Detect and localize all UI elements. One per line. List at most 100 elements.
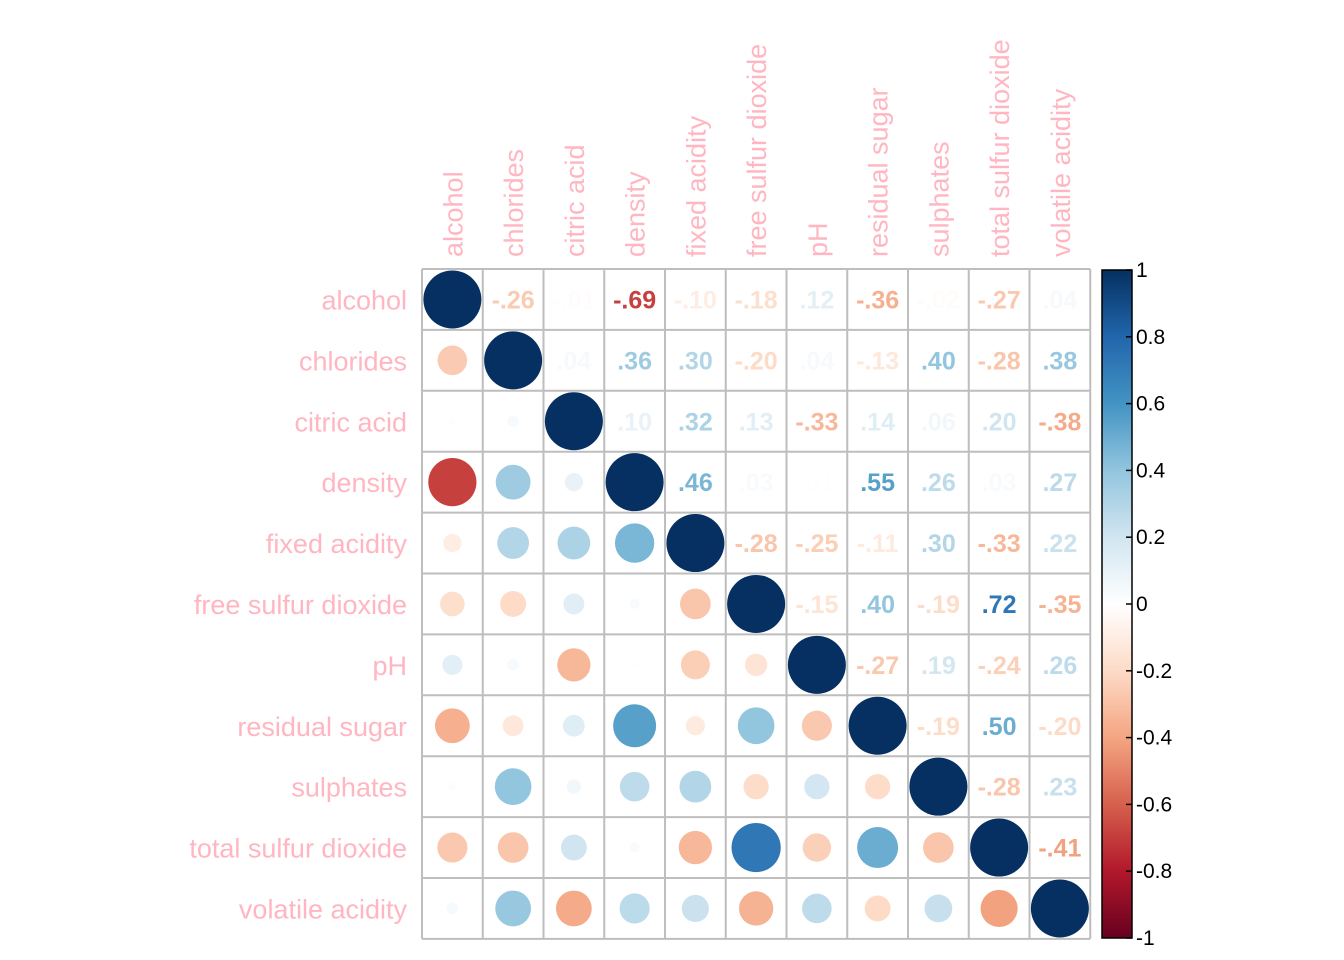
corr-circle [497, 832, 529, 863]
corr-circle [497, 527, 530, 559]
corr-circle [563, 714, 585, 737]
corr-value-label: .10 [617, 408, 652, 436]
column-label: residual sugar [864, 87, 894, 257]
corr-value-label: -.28 [978, 774, 1021, 802]
corr-circle [442, 654, 463, 675]
corr-circle [787, 635, 846, 694]
corr-circle [500, 590, 527, 617]
corr-value-label: -.33 [978, 530, 1021, 558]
colorbar-tick-label: 0.8 [1136, 326, 1165, 349]
corr-value-label: -.69 [613, 286, 656, 314]
corr-circle [544, 392, 603, 451]
corr-value-label: -.24 [978, 652, 1021, 680]
corr-circle [605, 453, 664, 512]
corr-value-label: -.10 [674, 286, 717, 314]
row-labels: alcohol chlorides citric acid density fixed … [189, 285, 407, 924]
row-label: chlorides [299, 346, 407, 376]
corr-value-label: -.15 [795, 591, 838, 619]
corr-circle [923, 832, 954, 863]
corr-value-label: -.27 [856, 652, 899, 680]
corr-circle [924, 894, 953, 923]
corr-value-label: .12 [799, 286, 834, 314]
corr-value-label: -.33 [795, 408, 838, 436]
corr-circle [423, 270, 482, 329]
corr-value-label: -.01 [552, 286, 595, 314]
corr-circle [437, 345, 468, 376]
column-label: chlorides [499, 149, 529, 257]
corr-value-label: -.25 [795, 530, 838, 558]
corr-circle [680, 588, 711, 620]
corr-value-label: .26 [921, 469, 956, 497]
corr-circle [970, 818, 1029, 877]
column-label: volatile acidity [1046, 88, 1076, 257]
colorbar-tick-label: 0.6 [1136, 393, 1165, 416]
corr-value-label: .27 [1042, 469, 1077, 497]
column-label: alcohol [438, 171, 468, 257]
corr-value-label: .03 [739, 469, 774, 497]
row-label: volatile acidity [239, 894, 408, 924]
corr-value-label: .50 [982, 713, 1017, 741]
corr-value-label: .03 [982, 469, 1017, 497]
corr-value-label: -.18 [735, 286, 778, 314]
corr-circle [909, 757, 968, 816]
corr-value-label: .06 [921, 408, 956, 436]
corr-circle [680, 650, 710, 680]
row-label: citric acid [294, 407, 407, 437]
row-label: alcohol [321, 285, 407, 315]
corr-circle [619, 893, 650, 924]
corr-circle [494, 768, 532, 805]
corr-value-label: -.20 [1038, 713, 1081, 741]
corr-circle [864, 895, 891, 922]
corr-value-label: -.27 [978, 286, 1021, 314]
corr-value-label: -.41 [1038, 835, 1081, 863]
column-label: free sulfur dioxide [742, 44, 772, 257]
colorbar-tick-label: -1 [1136, 927, 1155, 950]
colorbar-tick-label: -0.2 [1136, 660, 1172, 683]
corr-value-label: .40 [860, 591, 895, 619]
column-labels: alcohol chlorides citric acid density fixed … [438, 39, 1076, 257]
row-label: free sulfur dioxide [194, 590, 407, 620]
corr-circle [743, 774, 769, 800]
corr-circle [495, 464, 531, 500]
corr-value-label: -.11 [857, 530, 899, 558]
row-label: density [321, 468, 407, 498]
corr-value-label: .23 [1042, 774, 1077, 802]
corr-circle [428, 458, 477, 507]
corr-circle [681, 894, 709, 923]
corr-circle [507, 415, 519, 428]
corr-circle [557, 526, 591, 560]
color-legend: 1 0.8 0.6 0.4 0.2 0 -0.2 -0.4 -0.6 -0.8 -1 [1101, 259, 1173, 950]
corr-circle [563, 593, 585, 615]
corr-value-label: .46 [678, 469, 713, 497]
corr-circle [440, 591, 465, 617]
colorbar-tick-label: -0.8 [1136, 860, 1172, 883]
corr-value-label: .19 [921, 652, 956, 680]
corr-circle [619, 771, 650, 802]
column-label: fixed acidity [681, 115, 711, 257]
corr-value-label: .04 [799, 347, 834, 375]
corr-circle [443, 533, 462, 553]
corr-circle [629, 598, 640, 609]
corr-circle [629, 842, 640, 853]
column-label: citric acid [560, 144, 590, 257]
corr-circle [555, 890, 592, 927]
corr-value-label: .14 [860, 408, 895, 436]
corr-value-label: .20 [982, 408, 1017, 436]
corr-circle [484, 331, 543, 390]
corr-value-label: -.36 [856, 286, 899, 314]
corr-value-label: .55 [860, 469, 895, 497]
corr-value-label: .22 [1042, 530, 1077, 558]
corr-value-label: -.13 [856, 347, 899, 375]
corr-circle [804, 774, 830, 800]
row-label: total sulfur dioxide [189, 834, 407, 864]
corr-circle [613, 704, 657, 748]
corr-circle [802, 833, 832, 862]
corr-circle [495, 890, 532, 927]
corr-circle [631, 661, 638, 668]
corr-circle [801, 710, 832, 741]
corr-value-label: -.02 [917, 286, 960, 314]
colorbar-tick-label: 0.4 [1136, 459, 1166, 482]
corr-value-label: .72 [982, 591, 1017, 619]
corr-circle [560, 834, 587, 861]
